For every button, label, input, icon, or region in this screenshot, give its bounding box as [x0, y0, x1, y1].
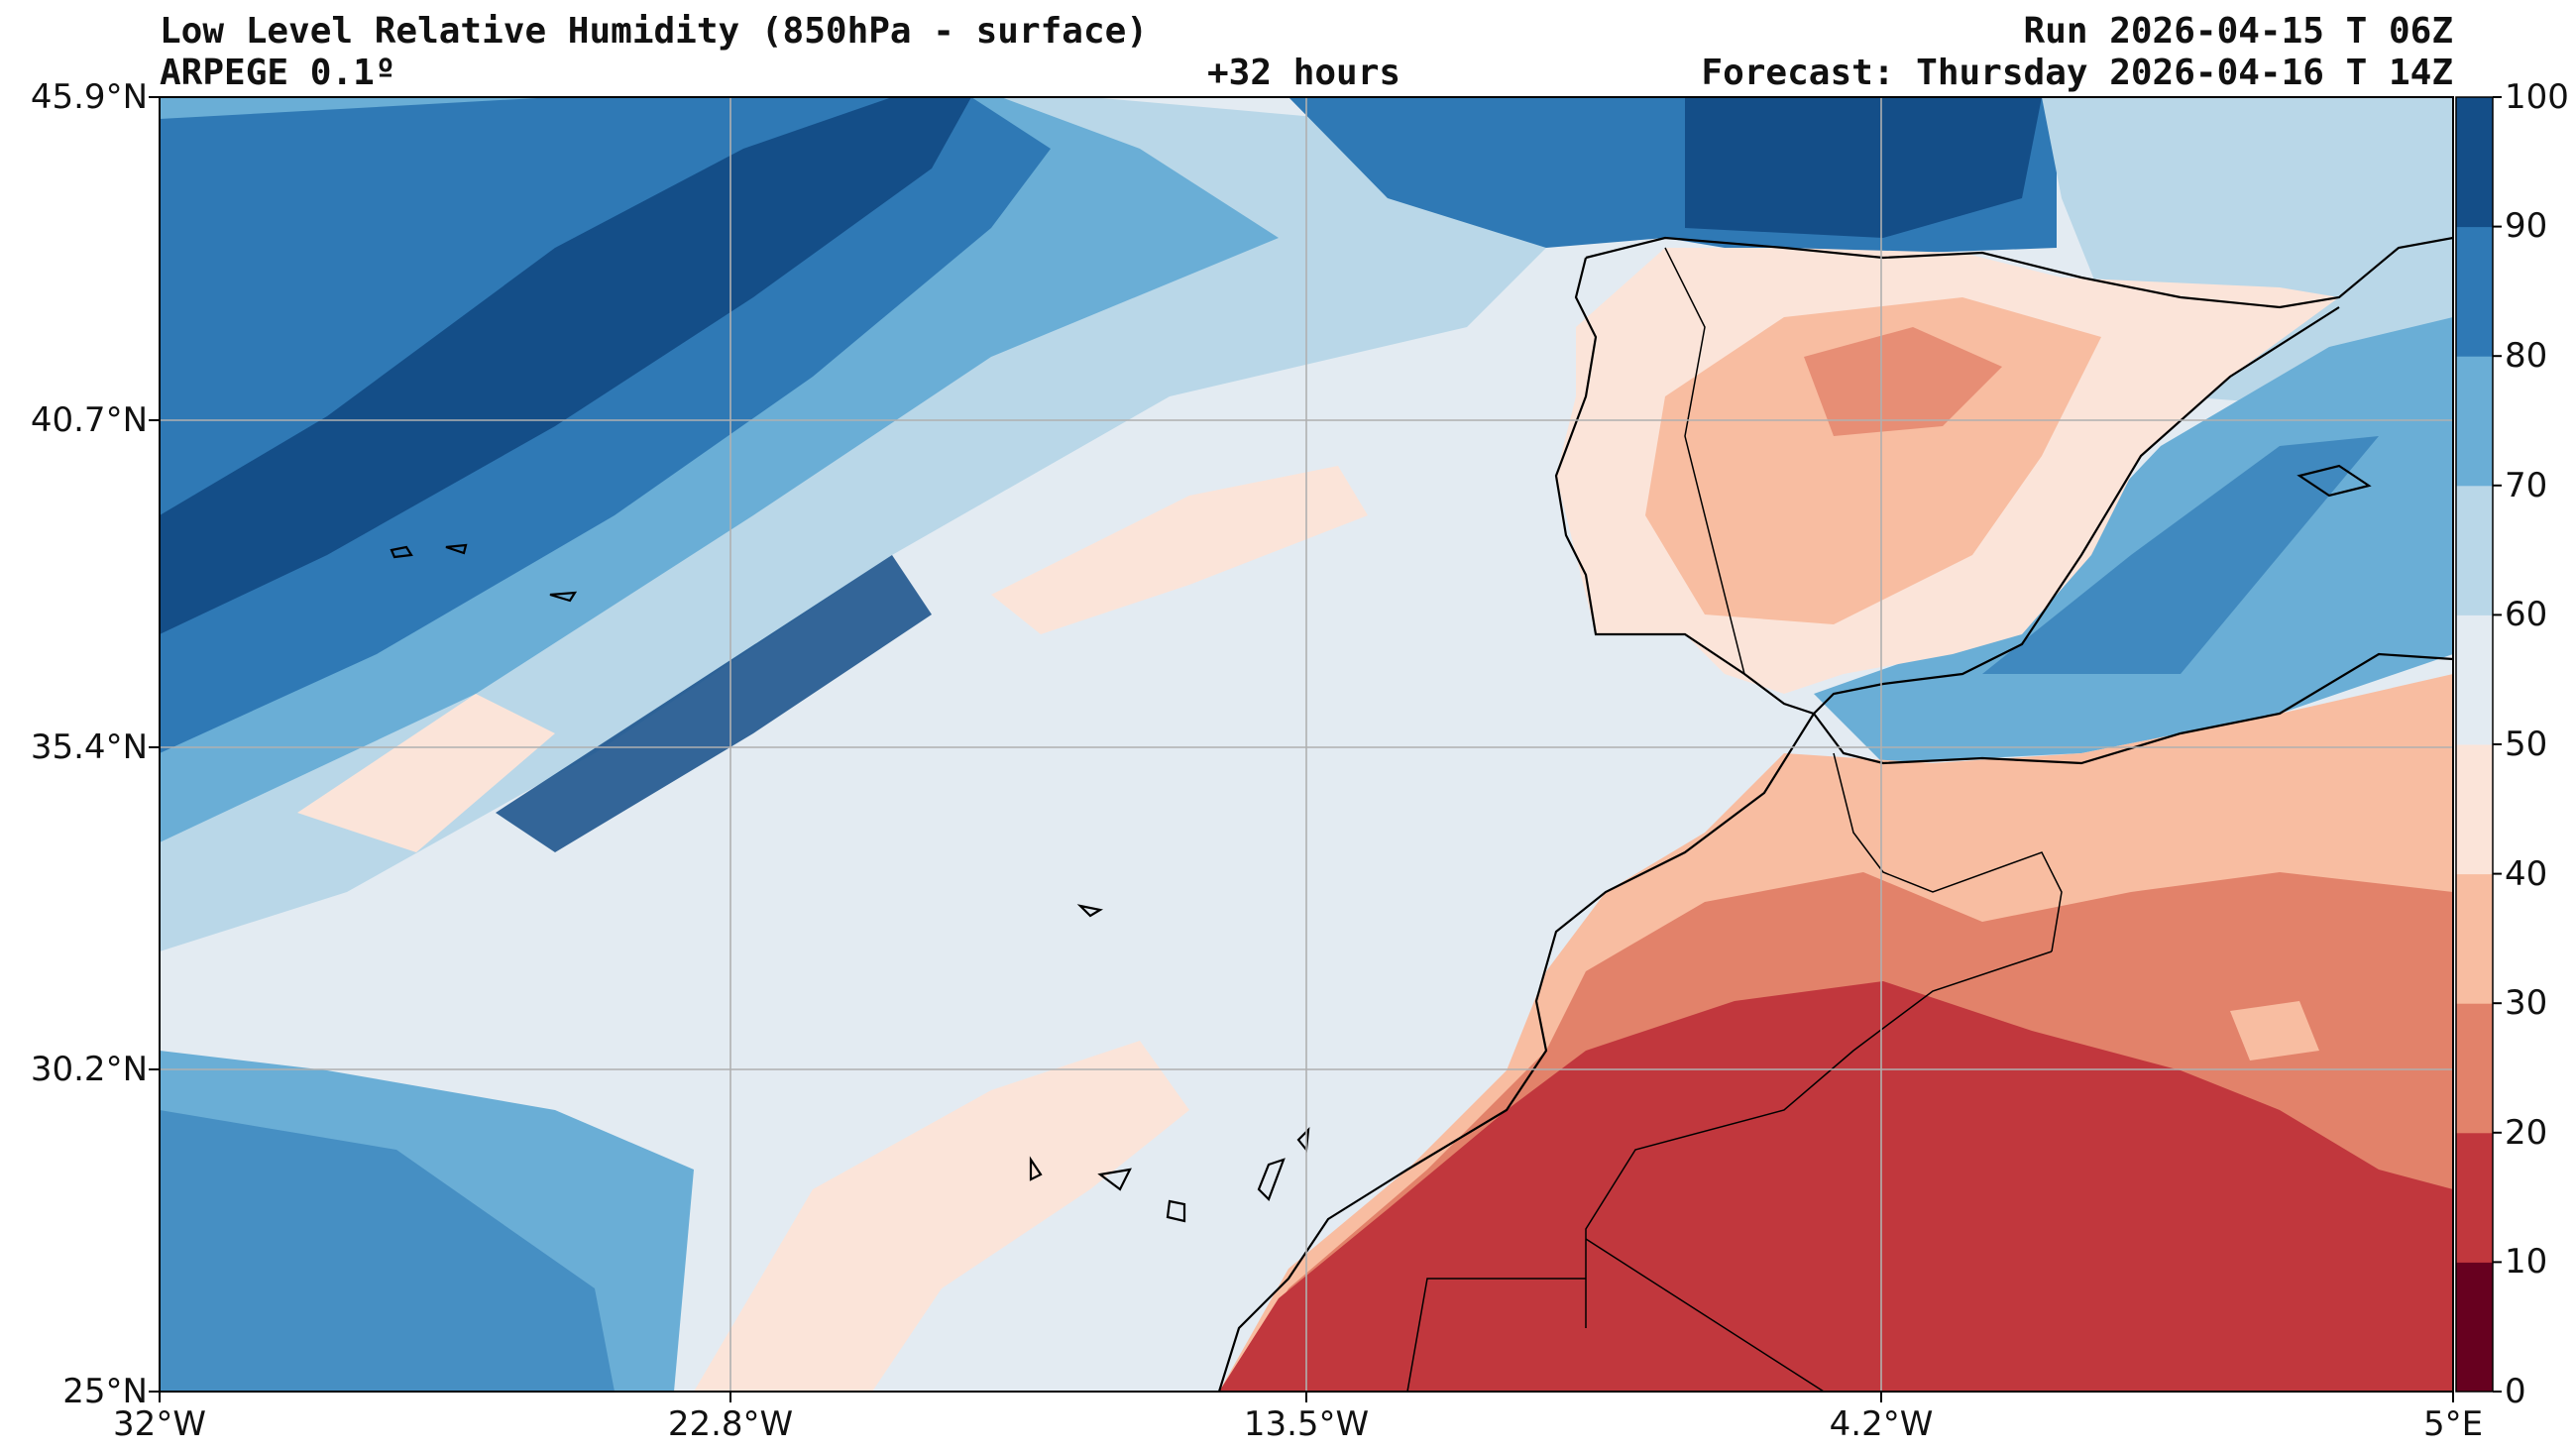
lat-label: 40.7°N	[30, 400, 148, 440]
colorbar-label: 60	[2505, 595, 2548, 634]
colorbar-label: 20	[2505, 1113, 2548, 1153]
colorbar-label: 80	[2505, 336, 2548, 376]
graticule	[160, 97, 2453, 1392]
lat-label: 25°N	[62, 1372, 148, 1411]
map-title: Low Level Relative Humidity (850hPa - su…	[160, 11, 1148, 52]
lon-label: 13.5°W	[1243, 1404, 1370, 1444]
colorbar-swatch	[2456, 1003, 2493, 1134]
lat-label: 35.4°N	[30, 727, 148, 767]
forecast-time: Forecast: Thursday 2026-04-16 T 14Z	[1701, 53, 2453, 93]
coastlines	[390, 236, 2453, 1392]
colorbar-label: 90	[2505, 206, 2548, 246]
lat-label: 45.9°N	[30, 77, 148, 117]
colorbar	[2455, 96, 2502, 1393]
borders	[1406, 247, 2063, 1392]
colorbar-swatch	[2456, 744, 2493, 875]
colorbar-label: 10	[2505, 1242, 2548, 1282]
colorbar-swatch	[2456, 1262, 2493, 1393]
lon-label: 5°E	[2422, 1404, 2484, 1444]
colorbar-swatch	[2456, 873, 2493, 1004]
colorbar-swatch	[2456, 485, 2493, 615]
colorbar-label: 30	[2505, 983, 2548, 1023]
model-name: ARPEGE 0.1º	[160, 53, 396, 93]
colorbar-label: 100	[2505, 77, 2569, 117]
colorbar-label: 70	[2505, 466, 2548, 505]
colorbar-swatch	[2456, 356, 2493, 487]
lon-label: 32°W	[113, 1404, 206, 1444]
lon-label: 22.8°W	[667, 1404, 794, 1444]
run-time: Run 2026-04-15 T 06Z	[2023, 11, 2453, 52]
lead-time: +32 hours	[1207, 53, 1401, 93]
colorbar-label: 0	[2505, 1372, 2526, 1411]
colorbar-swatch	[2456, 97, 2493, 228]
axis-ticks	[149, 96, 2454, 1402]
lon-label: 4.2°W	[1829, 1404, 1934, 1444]
colorbar-label: 40	[2505, 854, 2548, 894]
colorbar-swatch	[2456, 614, 2493, 745]
colorbar-swatch	[2456, 1132, 2493, 1263]
lat-label: 30.2°N	[30, 1050, 148, 1089]
colorbar-label: 50	[2505, 725, 2548, 764]
colorbar-swatch	[2456, 226, 2493, 357]
